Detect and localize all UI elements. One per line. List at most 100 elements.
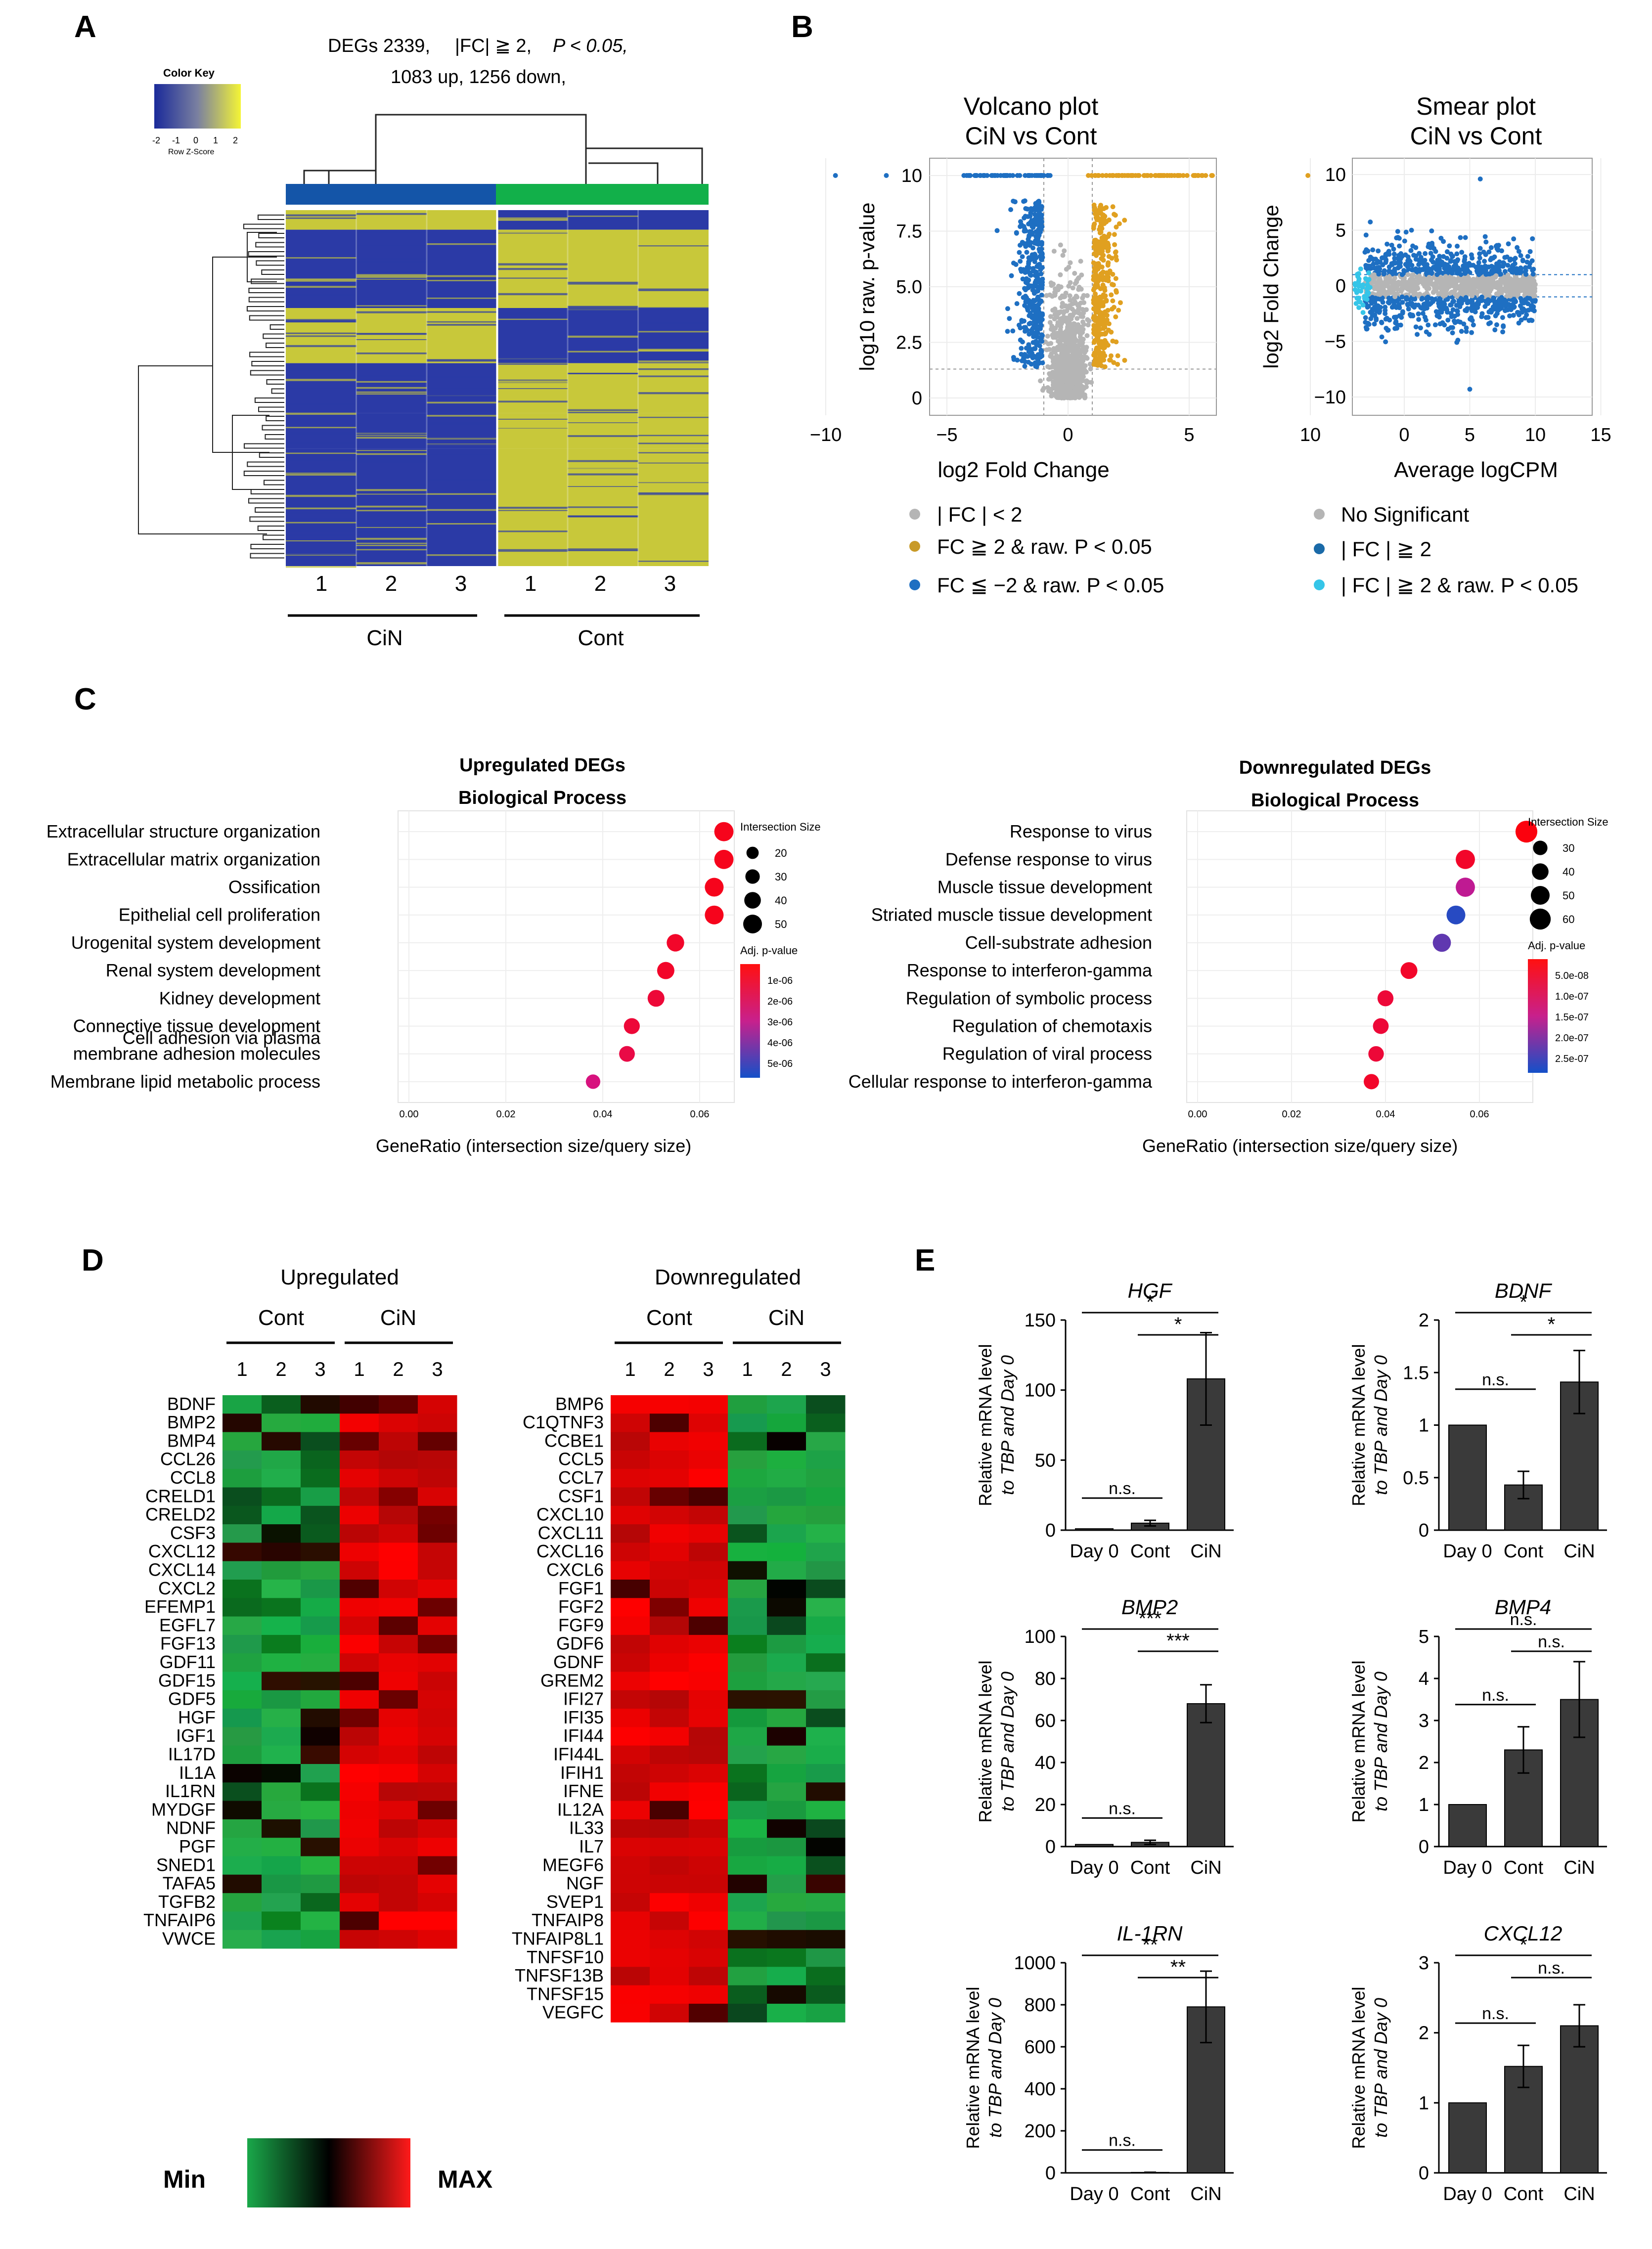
bar-ytick: 60 bbox=[1035, 1711, 1056, 1731]
smear-ytick: −5 bbox=[1325, 332, 1346, 353]
expression-cell bbox=[650, 1764, 689, 1783]
dotplot-xtick: 0.06 bbox=[1470, 1109, 1489, 1120]
expression-cell bbox=[767, 1819, 806, 1838]
expression-cell bbox=[728, 1967, 767, 1986]
p-legend-bar bbox=[1528, 959, 1548, 1073]
gene-label: EGFL7 bbox=[159, 1615, 216, 1635]
expression-cell bbox=[611, 1395, 650, 1414]
expression-cell bbox=[650, 1948, 689, 1967]
bar-ytick: 1 bbox=[1419, 1415, 1429, 1436]
expression-cell bbox=[301, 1450, 340, 1469]
panel-a-header-fc: |FC| ≧ 2, bbox=[455, 36, 532, 56]
expression-cell bbox=[689, 1634, 728, 1654]
expression-cell bbox=[650, 1469, 689, 1488]
expression-cell bbox=[806, 1616, 846, 1635]
bar-ytick: 80 bbox=[1035, 1669, 1056, 1689]
expression-cell bbox=[650, 1413, 689, 1433]
volcano-legend-1: | FC | < 2 bbox=[937, 503, 1022, 526]
smear-ytick: −10 bbox=[1314, 387, 1346, 408]
smear-ytick: 10 bbox=[1325, 165, 1346, 185]
min-label: Min bbox=[163, 2165, 206, 2193]
expression-cell bbox=[262, 1543, 301, 1562]
panel-b: B Volcano plot CiN vs Cont −10 −5 0 5 10 0 2.5… bbox=[791, 10, 1611, 597]
bar-category: CiN bbox=[1190, 1857, 1221, 1878]
size-legend-dot bbox=[745, 869, 760, 884]
expression-cell bbox=[340, 1893, 379, 1912]
gene-label: CXCL2 bbox=[158, 1578, 216, 1598]
expression-cell bbox=[340, 1874, 379, 1894]
expression-cell bbox=[418, 1856, 457, 1875]
expression-cell bbox=[223, 1930, 262, 1949]
expression-cell bbox=[728, 1709, 767, 1727]
expression-cell bbox=[223, 1469, 262, 1488]
expression-cell bbox=[379, 1395, 418, 1414]
expression-cell bbox=[689, 2003, 728, 2023]
column-number: 1 bbox=[625, 1359, 635, 1380]
bar-chart-cxcl12: CXCL12 0 1 2 3 Relative mRNA level to TBP and … bbox=[1348, 1922, 1607, 2205]
smear-legend: No Significant | FC | ≧ 2 | FC | ≧ 2 & r… bbox=[1314, 503, 1578, 597]
gene-label: PGF bbox=[179, 1836, 216, 1856]
bar-ytick: 400 bbox=[1025, 2079, 1056, 2100]
bar-ylabel-1: Relative mRNA level bbox=[1348, 1344, 1369, 1506]
dotplot-subtitle: Biological Process bbox=[1251, 790, 1419, 811]
gene-label: GDF15 bbox=[158, 1670, 216, 1690]
expression-cell bbox=[611, 1543, 650, 1562]
significance-label: n.s. bbox=[1538, 1959, 1565, 1978]
expression-cell bbox=[650, 1690, 689, 1709]
expression-cell bbox=[611, 1745, 650, 1764]
group-label-cont: Cont bbox=[578, 626, 624, 650]
expression-cell bbox=[728, 1524, 767, 1543]
bar-ytick: 5 bbox=[1419, 1627, 1429, 1647]
significance-label: n.s. bbox=[1482, 2004, 1509, 2023]
expression-cell bbox=[301, 1709, 340, 1727]
expression-cell bbox=[262, 1764, 301, 1783]
bar-category: Day 0 bbox=[1443, 1541, 1492, 1562]
expression-cell bbox=[767, 1561, 806, 1580]
smear-ytick: 0 bbox=[1336, 276, 1346, 297]
gene-label: IFNE bbox=[563, 1781, 604, 1801]
bar-category: Day 0 bbox=[1070, 1857, 1118, 1878]
gene-label: IFI27 bbox=[563, 1689, 604, 1709]
gene-label: TNFSF13B bbox=[515, 1965, 604, 1985]
expression-cell bbox=[806, 1874, 846, 1894]
expression-cell bbox=[611, 1819, 650, 1838]
expression-cell bbox=[301, 1874, 340, 1894]
volcano-ytick: 10 bbox=[901, 166, 922, 186]
expression-cell bbox=[767, 1745, 806, 1764]
gene-label: IFIH1 bbox=[560, 1763, 604, 1783]
expression-cell bbox=[262, 1487, 301, 1506]
gene-label: VWCE bbox=[162, 1929, 216, 1949]
expression-cell bbox=[689, 1543, 728, 1562]
gene-label: GDNF bbox=[553, 1652, 604, 1672]
expression-cell bbox=[262, 1524, 301, 1543]
gene-label: C1QTNF3 bbox=[523, 1412, 604, 1432]
expression-cell bbox=[689, 1745, 728, 1764]
expression-cell bbox=[301, 1653, 340, 1672]
expression-cell bbox=[650, 1985, 689, 2004]
expression-cell bbox=[418, 1709, 457, 1727]
expression-cell bbox=[223, 1580, 262, 1598]
expression-cell bbox=[767, 1893, 806, 1912]
expression-cell bbox=[728, 1580, 767, 1598]
gene-label: MEGF6 bbox=[542, 1854, 604, 1875]
expression-cell bbox=[806, 1543, 846, 1562]
smear-ytick: 5 bbox=[1336, 220, 1346, 241]
expression-cell bbox=[379, 1709, 418, 1727]
expression-cell bbox=[301, 1413, 340, 1433]
column-number: 1 bbox=[742, 1359, 753, 1380]
expression-cell bbox=[301, 1801, 340, 1820]
expression-cell bbox=[418, 1598, 457, 1617]
volcano-legend-3: FC ≦ −2 & raw. P < 0.05 bbox=[937, 573, 1164, 597]
expression-cell bbox=[767, 1395, 806, 1414]
p-legend-title: Adj. p-value bbox=[1528, 939, 1585, 952]
bar-ytick: 4 bbox=[1419, 1669, 1429, 1689]
go-term-label: Regulation of chemotaxis bbox=[952, 1015, 1152, 1036]
expression-cell bbox=[689, 1672, 728, 1691]
go-term-label: membrane adhesion molecules bbox=[73, 1044, 320, 1064]
significance-label: n.s. bbox=[1482, 1370, 1509, 1389]
column-number: 2 bbox=[275, 1359, 286, 1380]
expression-heatmap-up: Upregulated Cont CiN 1 2 3 1 2 3 BDNFBMP2BMP4CCL2… bbox=[143, 1265, 457, 1949]
expression-cell bbox=[223, 1893, 262, 1912]
expression-cell bbox=[418, 1432, 457, 1451]
go-term-dot bbox=[1446, 905, 1466, 925]
